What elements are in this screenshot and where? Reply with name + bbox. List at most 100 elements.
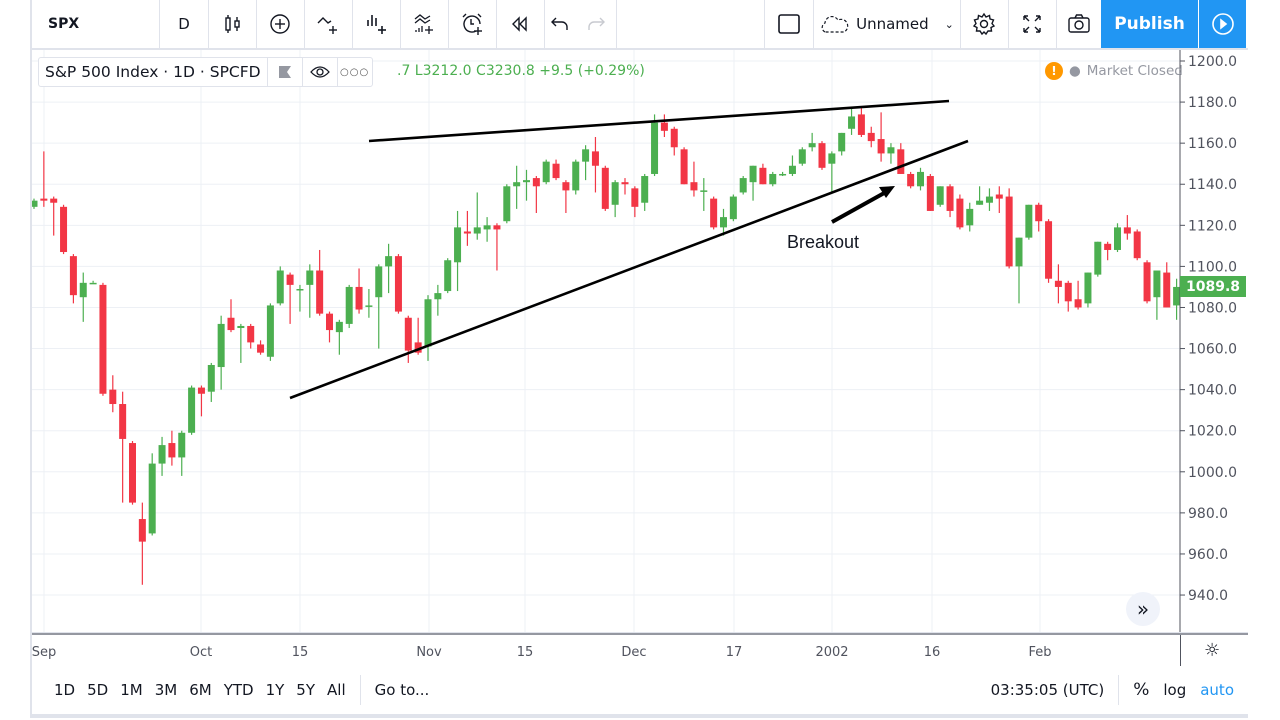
- candle: [808, 132, 816, 152]
- candle-body: [276, 270, 284, 304]
- play-button[interactable]: [1199, 0, 1246, 48]
- y-tick-label: 1060.0: [1188, 342, 1237, 358]
- percent-toggle[interactable]: %: [1133, 680, 1150, 700]
- redo-button[interactable]: [576, 0, 617, 48]
- candle: [69, 254, 77, 304]
- double-chevron-right-icon: »: [1136, 597, 1150, 621]
- chart-type-button[interactable]: [208, 0, 257, 48]
- auto-toggle[interactable]: auto: [1200, 681, 1234, 699]
- more-button[interactable]: ○○○: [336, 58, 372, 86]
- snapshot-button[interactable]: [1056, 0, 1101, 48]
- candle-body: [985, 196, 993, 203]
- candle-body: [296, 288, 304, 291]
- visibility-button[interactable]: [301, 58, 337, 86]
- range-all[interactable]: All: [327, 681, 346, 699]
- candle-body: [995, 194, 1003, 199]
- publish-label: Publish: [1114, 14, 1185, 34]
- clock-label[interactable]: 03:35:05 (UTC): [990, 681, 1105, 699]
- range-3m[interactable]: 3M: [154, 681, 178, 699]
- top-toolbar: SPX D Unnamed ⌄ Publish: [32, 0, 1248, 50]
- candle-body: [217, 323, 225, 368]
- candle-body: [769, 173, 777, 185]
- last-price-label: 1089.8: [1180, 276, 1246, 297]
- fullscreen-icon: [1023, 15, 1041, 33]
- candle: [1015, 237, 1023, 304]
- range-5d[interactable]: 5D: [87, 681, 109, 699]
- redo-icon: [588, 17, 605, 30]
- compare-icon: [414, 14, 433, 34]
- candle: [887, 143, 895, 164]
- candle-body: [591, 151, 599, 166]
- candle: [966, 202, 974, 232]
- market-status-label: Market Closed: [1086, 63, 1183, 79]
- candle-body: [345, 286, 353, 324]
- range-5y[interactable]: 5Y: [296, 681, 316, 699]
- price-chart[interactable]: 1200.0 1180.0 1160.0 1140.0 1120.0 1100.0 1080…: [32, 50, 1248, 632]
- chart-settings-gear-icon[interactable]: ☼: [1204, 640, 1221, 661]
- range-1y[interactable]: 1Y: [265, 681, 285, 699]
- status-dot-icon: ●: [1069, 63, 1081, 79]
- log-toggle[interactable]: log: [1163, 681, 1187, 699]
- layout-name-button[interactable]: Unnamed ⌄: [812, 0, 961, 48]
- candle-body: [69, 256, 77, 296]
- candle: [119, 391, 127, 503]
- candle-body: [335, 321, 343, 333]
- time-axis[interactable]: Sep Oct 15 Nov 15 Dec 17 2002 16 Feb ☼: [32, 633, 1248, 667]
- camera-icon: [1067, 14, 1090, 33]
- candle: [769, 171, 777, 187]
- candle: [1084, 272, 1092, 308]
- interval-button[interactable]: D: [160, 0, 209, 48]
- candle-body: [611, 182, 619, 205]
- scroll-to-realtime-button[interactable]: »: [1126, 592, 1160, 626]
- financials-button[interactable]: [352, 0, 401, 48]
- fullscreen-button[interactable]: [1008, 0, 1057, 48]
- candle-body: [1015, 237, 1023, 267]
- candle: [237, 323, 245, 363]
- x-tick-label: Sep: [31, 645, 57, 660]
- replay-button[interactable]: [496, 0, 545, 48]
- candle: [168, 430, 176, 466]
- candle-body: [227, 317, 235, 331]
- alert-icon: [462, 13, 482, 35]
- candle-body: [50, 198, 58, 203]
- candle-body: [828, 153, 836, 164]
- candle-body: [1143, 262, 1151, 302]
- publish-button[interactable]: Publish: [1101, 0, 1199, 48]
- range-ytd[interactable]: YTD: [223, 681, 254, 699]
- range-6m[interactable]: 6M: [189, 681, 212, 699]
- undo-button[interactable]: [544, 0, 576, 48]
- indicators-icon: [317, 17, 337, 34]
- axis-corner-divider: [1180, 635, 1181, 667]
- candle-body: [857, 114, 865, 135]
- candle: [197, 385, 205, 417]
- candle: [404, 315, 412, 363]
- alert-button[interactable]: [448, 0, 497, 48]
- candle: [995, 186, 1003, 213]
- candle: [503, 184, 511, 224]
- candle-body: [917, 171, 924, 187]
- candle: [828, 151, 836, 193]
- range-1d[interactable]: 1D: [54, 681, 76, 699]
- compare-button[interactable]: [400, 0, 449, 48]
- candle-body: [207, 364, 215, 392]
- candle: [867, 126, 875, 148]
- candle: [621, 178, 629, 195]
- add-symbol-button[interactable]: [256, 0, 305, 48]
- candle-body: [434, 293, 442, 300]
- settings-button[interactable]: [960, 0, 1009, 48]
- drawing-button[interactable]: [764, 0, 814, 48]
- range-1m[interactable]: 1M: [120, 681, 143, 699]
- goto-button[interactable]: Go to...: [374, 681, 430, 699]
- candle-body: [1025, 204, 1033, 238]
- candle-body: [838, 132, 846, 152]
- candle: [1045, 219, 1053, 283]
- symbol-search-button[interactable]: SPX: [32, 0, 160, 48]
- candle-body: [749, 165, 757, 183]
- candle-body: [739, 178, 747, 193]
- chart-pane[interactable]: 1200.0 1180.0 1160.0 1140.0 1120.0 1100.0 1080…: [32, 50, 1248, 632]
- symbol-legend[interactable]: S&P 500 Index · 1D · SPCFD ○○○: [38, 57, 373, 87]
- indicators-button[interactable]: [304, 0, 353, 48]
- x-tick-label: Oct: [189, 645, 213, 660]
- candle: [631, 186, 639, 218]
- flag-button[interactable]: [266, 58, 302, 86]
